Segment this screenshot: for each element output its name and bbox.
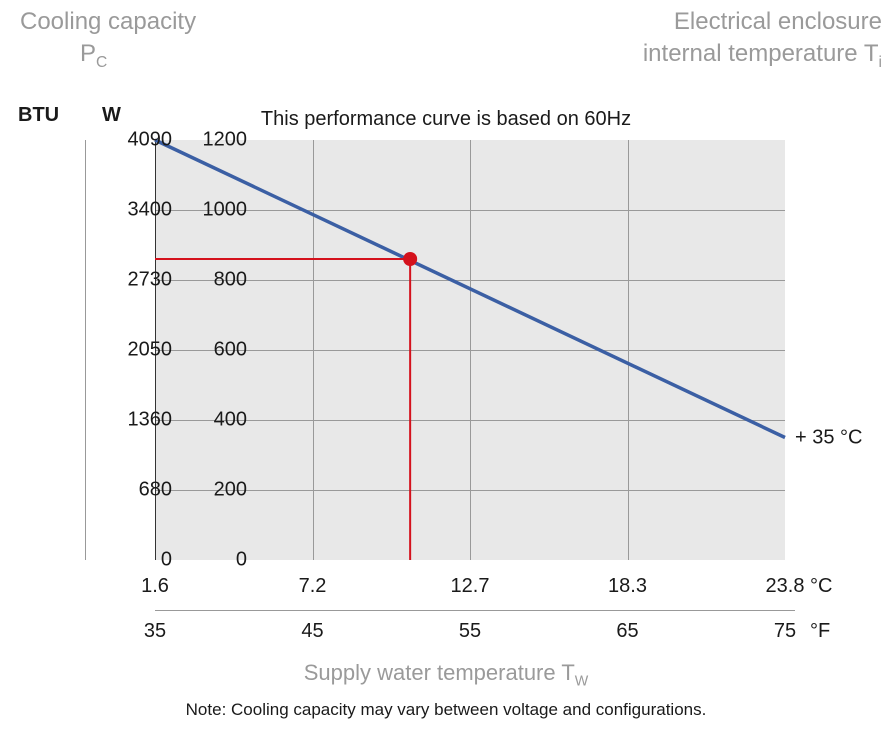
y-tick-btu: 2050 — [102, 339, 172, 362]
marker-point — [403, 252, 417, 266]
header-left-line1: Cooling capacity — [20, 8, 196, 36]
x-tick-fahrenheit: 45 — [301, 620, 323, 643]
x-tick-fahrenheit: 65 — [616, 620, 638, 643]
btu-axis-line — [85, 140, 86, 560]
x-axis-unit-divider — [155, 610, 795, 611]
x-axis-title: Supply water temperature TW — [0, 660, 892, 689]
y-tick-btu: 2730 — [102, 269, 172, 292]
x-tick-celsius: 12.7 — [451, 575, 490, 598]
y-tick-watts: 1000 — [187, 199, 247, 222]
x-tick-fahrenheit: 55 — [459, 620, 481, 643]
header-cooling-capacity: Cooling capacity PC — [20, 8, 196, 72]
y-tick-watts: 600 — [187, 339, 247, 362]
chart-container: Cooling capacity PC Electrical enclosure… — [0, 0, 892, 750]
y-tick-btu: 4090 — [102, 129, 172, 152]
x-axis-unit-celsius: °C — [810, 575, 832, 598]
y-tick-btu: 680 — [102, 479, 172, 502]
footnote: Note: Cooling capacity may vary between … — [0, 700, 892, 720]
x-tick-celsius: 7.2 — [299, 575, 327, 598]
header-right-line2: internal temperature Ti — [643, 40, 882, 72]
plot-area — [155, 140, 785, 560]
header-right-line1: Electrical enclosure — [643, 8, 882, 36]
y-tick-btu: 3400 — [102, 199, 172, 222]
x-tick-fahrenheit: 75 — [774, 620, 796, 643]
performance-curve-line — [155, 140, 785, 438]
y-tick-watts: 1200 — [187, 129, 247, 152]
header-left-line2: PC — [20, 40, 196, 72]
y-tick-watts: 0 — [187, 549, 247, 572]
y-tick-btu: 0 — [102, 549, 172, 572]
x-tick-celsius: 18.3 — [608, 575, 647, 598]
y-tick-btu: 1360 — [102, 409, 172, 432]
y-tick-watts: 800 — [187, 269, 247, 292]
x-tick-celsius: 1.6 — [141, 575, 169, 598]
x-tick-fahrenheit: 35 — [144, 620, 166, 643]
series-label: + 35 °C — [795, 426, 862, 449]
x-axis-unit-fahrenheit: °F — [810, 620, 830, 643]
y-tick-watts: 200 — [187, 479, 247, 502]
header-enclosure-temp: Electrical enclosure internal temperatur… — [643, 8, 882, 72]
x-tick-celsius: 23.8 — [766, 575, 805, 598]
plot-svg — [155, 140, 785, 560]
y-tick-watts: 400 — [187, 409, 247, 432]
